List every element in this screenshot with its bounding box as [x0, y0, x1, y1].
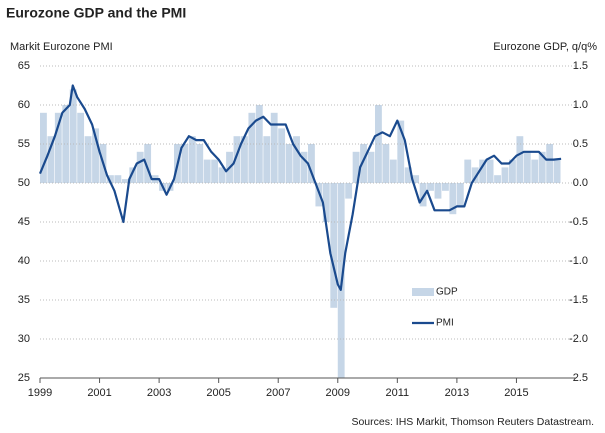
x-tick-label: 2013 [445, 387, 469, 399]
gdp-bar [211, 159, 219, 183]
y2-tick-label: -2.0 [569, 333, 588, 345]
gdp-bar [404, 167, 412, 183]
y2-axis-title: Eurozone GDP, q/q% [493, 41, 597, 53]
gdp-bar [479, 159, 487, 183]
bar-layer [40, 89, 561, 378]
x-tick-label: 2003 [147, 387, 171, 399]
y-tick-label: 30 [18, 333, 30, 345]
gdp-bar [456, 183, 464, 207]
y-tick-label: 55 [18, 138, 30, 150]
gdp-bar [486, 159, 494, 183]
gdp-bar [412, 175, 420, 183]
gdp-bar [516, 136, 524, 183]
gdp-bar [494, 175, 501, 183]
gdp-bar [471, 167, 479, 183]
y2-tick-label: -0.5 [569, 216, 588, 228]
y-tick-label: 40 [18, 255, 30, 267]
gdp-bar [248, 112, 256, 183]
gdp-bar [69, 89, 77, 183]
gdp-bar [107, 175, 114, 183]
y2-tick-label: -2.5 [569, 372, 588, 384]
y2-tick-label: 0.5 [573, 138, 588, 150]
gdp-bar [40, 112, 47, 183]
gdp-bar [241, 136, 248, 183]
gdp-bar [278, 128, 286, 183]
y-tick-label: 65 [18, 60, 30, 72]
gdp-bar [531, 159, 539, 183]
gdp-bar [300, 151, 308, 183]
gdp-bar [382, 144, 390, 183]
gdp-bar [121, 179, 129, 183]
gdp-bar [92, 128, 99, 183]
x-tick-label: 2007 [266, 387, 290, 399]
x-tick-label: 2001 [87, 387, 111, 399]
gdp-bar [136, 151, 144, 183]
x-tick-label: 2005 [206, 387, 230, 399]
gdp-bar [553, 159, 561, 183]
y-tick-label: 50 [18, 177, 30, 189]
gdp-bar [375, 105, 382, 183]
gdp-bar [352, 151, 360, 183]
y-axis-title: Markit Eurozone PMI [10, 41, 113, 53]
gdp-bar [54, 112, 62, 183]
gdp-bar [523, 151, 531, 183]
x-tick-label: 2015 [504, 387, 528, 399]
gdp-bar [367, 151, 375, 183]
gdp-bar [330, 183, 338, 308]
gdp-bar [263, 136, 271, 183]
gdp-bar [196, 144, 204, 183]
legend-label: GDP [436, 287, 458, 298]
y2-tick-label: 0.0 [573, 177, 588, 189]
gdp-bar [322, 183, 330, 222]
gdp-bar [270, 112, 278, 183]
gdp-bar [419, 183, 427, 207]
pmi-line [38, 84, 562, 291]
legend-label: PMI [436, 318, 454, 329]
gdp-bar [285, 144, 293, 183]
y-tick-label: 45 [18, 216, 30, 228]
gdp-bar [442, 183, 449, 191]
gdp-bar [345, 183, 353, 199]
gdp-bar [293, 136, 300, 183]
gdp-bar [144, 144, 152, 183]
gdp-bar [389, 159, 397, 183]
gdp-bar [114, 175, 122, 183]
gdp-bar [360, 144, 367, 183]
y-tick-label: 35 [18, 294, 30, 306]
x-tick-label: 2009 [326, 387, 350, 399]
gdp-bar [546, 144, 554, 183]
gdp-bar [464, 159, 472, 183]
chart-title: Eurozone GDP and the PMI [6, 5, 186, 21]
x-tick-label: 2011 [386, 387, 410, 399]
gdp-bar [62, 105, 70, 183]
gdp-bar [188, 136, 196, 183]
gdp-bar [47, 136, 55, 183]
gdp-bar [77, 112, 85, 183]
gdp-bar [203, 159, 211, 183]
y-tick-label: 60 [18, 99, 30, 111]
gdp-bar [397, 120, 405, 183]
gdp-bar [84, 136, 92, 183]
gdp-bar [509, 159, 516, 183]
gdp-bar [181, 144, 189, 183]
y2-tick-label: -1.5 [569, 294, 588, 306]
gdp-bar [308, 144, 315, 183]
legend-swatch [412, 288, 434, 296]
y2-tick-label: 1.5 [573, 60, 588, 72]
gdp-bar [449, 183, 457, 215]
x-tick-label: 1999 [28, 387, 52, 399]
source-note: Sources: IHS Markit, Thomson Reuters Dat… [351, 416, 594, 428]
gdp-bar [427, 183, 434, 191]
gdp-bar [501, 167, 509, 183]
y2-tick-label: -1.0 [569, 255, 588, 267]
y-tick-label: 25 [18, 372, 30, 384]
gdp-bar [129, 167, 137, 183]
gdp-bar [538, 151, 546, 183]
gdp-bar [233, 136, 241, 183]
gdp-bar [218, 167, 226, 183]
gdp-bar [434, 183, 442, 199]
y2-tick-label: 1.0 [573, 99, 588, 111]
